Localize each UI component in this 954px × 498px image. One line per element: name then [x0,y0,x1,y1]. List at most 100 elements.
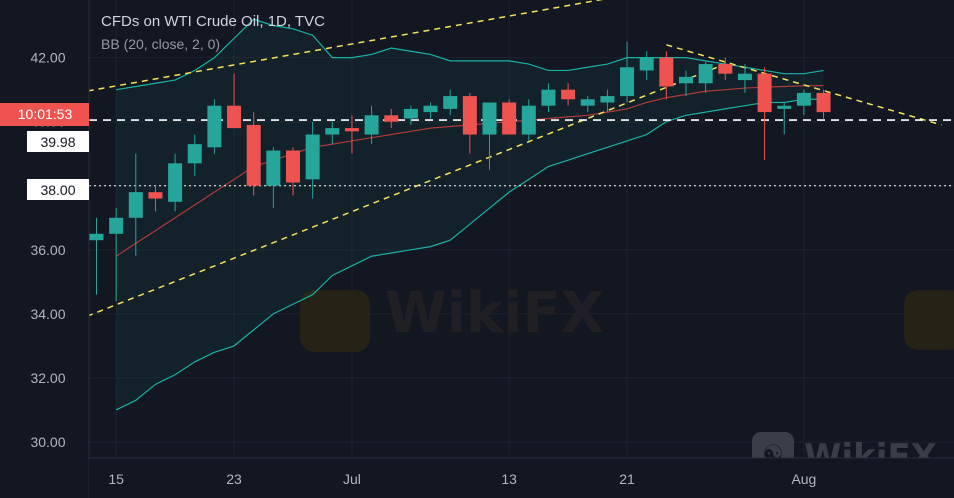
price-axis-panel [0,0,89,498]
candle-19 [462,92,477,154]
candle-21 [502,99,517,135]
watermark-faint-mark-1 [300,290,370,352]
candle-body [325,128,340,135]
level-2-label: 38.00 [40,182,75,198]
x-tick-label: 13 [501,471,517,487]
x-tick-label: 21 [619,471,635,487]
candle-35 [777,102,792,135]
x-tick-label: Aug [791,471,816,487]
candle-33 [737,64,752,93]
candle-body [502,102,517,135]
candle-1 [109,208,124,302]
level-1-badge [27,131,89,152]
candlesticks [89,41,831,302]
candle-body [698,64,713,84]
candle-3 [148,185,163,212]
candle-body [305,134,320,180]
candle-body [462,96,477,135]
watermark-faint-text: WikiFX [385,281,604,346]
candle-body [128,192,143,218]
candle-17 [423,102,438,119]
candle-8 [246,112,261,196]
candle-body [600,96,615,103]
candle-body [246,124,261,186]
bollinger-lower-line [115,98,824,411]
candle-body [757,73,772,113]
candle-body [620,67,635,97]
candle-body [777,105,792,109]
candle-36 [796,89,811,116]
candle-11 [305,121,320,199]
chart-title: CFDs on WTI Crude Oil, 1D, TVC [101,13,325,30]
candle-body [187,144,202,164]
candle-0 [89,217,104,295]
candle-2 [128,153,143,257]
candle-body [148,192,163,199]
candle-body [521,105,536,135]
candle-10 [286,147,300,196]
trendline-2 [666,44,942,126]
candle-body [737,73,752,81]
candle-13 [344,115,359,154]
candle-body [384,115,399,122]
candle-body [89,233,104,241]
price-labels: 10:01:53 39.98 38.00 [0,103,89,200]
y-tick-label: 30.00 [30,434,65,450]
candle-body [403,108,418,119]
y-tick-label: 34.00 [30,306,65,322]
y-tick-label: 32.00 [30,370,65,386]
candle-20 [482,102,497,170]
candle-18 [443,89,458,116]
bollinger-fill [116,19,824,410]
candle-34 [757,67,772,161]
countdown-label: 10:01:53 [18,106,73,122]
candle-30 [679,70,693,97]
candle-5 [187,134,202,177]
candle-body [541,89,556,106]
y-tick-label: 42.00 [30,50,65,66]
candle-body [344,128,359,132]
watermark-faint-mark-2 [904,290,954,350]
candle-37 [816,89,831,119]
y-tick-label: 36.00 [30,242,65,258]
indicator-label: BB (20, close, 2, 0) [101,36,221,52]
candle-body [227,105,242,129]
candle-23 [541,83,556,113]
candle-28 [639,51,654,81]
candle-12 [325,121,340,145]
level-2-badge [27,179,89,200]
candle-body [109,217,124,234]
candle-body [364,115,379,135]
candle-16 [403,105,418,125]
candle-body [639,57,654,71]
candle-body [659,57,674,87]
candle-6 [207,99,222,154]
candle-body [207,105,222,148]
candle-25 [580,96,595,113]
candle-22 [521,99,536,141]
x-axis-ticks: 15 23 Jul 13 21 Aug [108,471,816,487]
candle-body [561,89,576,100]
candle-body [796,92,811,106]
candle-32 [718,57,733,81]
candle-body [679,76,693,84]
level-1-label: 39.98 [40,134,75,150]
candle-4 [168,153,183,212]
candle-body [266,150,281,186]
x-tick-label: 23 [226,471,242,487]
candle-7 [227,73,242,129]
candle-body [580,99,595,106]
time-axis-panel [89,458,954,498]
candle-24 [561,83,576,106]
candle-31 [698,60,713,93]
candle-29 [659,51,674,100]
candle-14 [364,105,379,145]
candle-body [286,150,300,183]
candle-15 [384,108,399,129]
chart-legend: CFDs on WTI Crude Oil, 1D, TVC BB (20, c… [101,12,325,54]
candle-body [168,163,183,202]
candle-body [423,105,438,113]
candle-body [718,64,733,74]
